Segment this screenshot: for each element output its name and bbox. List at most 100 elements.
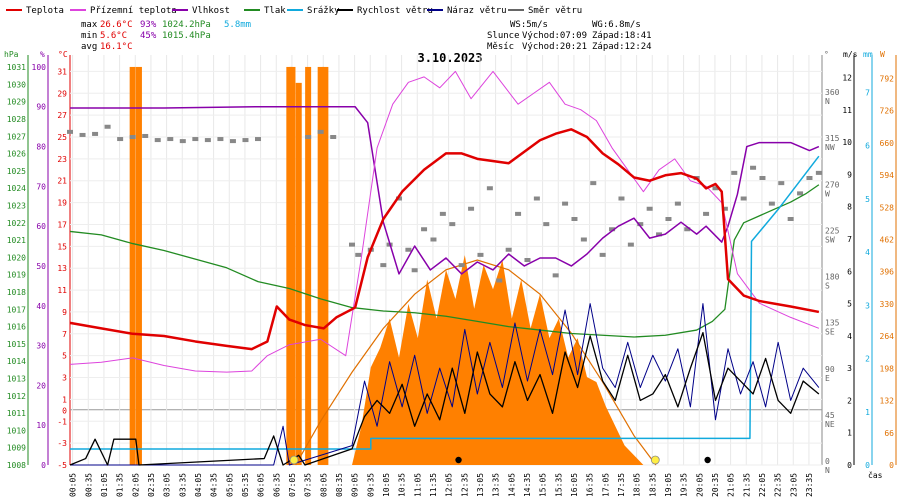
wind-direction-point: [477, 252, 484, 257]
humidity-tick-label: 90: [36, 103, 46, 112]
temp-tick-label: 15: [57, 242, 67, 251]
chart-title: 3.10.2023: [417, 51, 482, 65]
unit-dir: °: [824, 50, 829, 59]
wind-direction-point: [740, 196, 747, 201]
x-tick-label: 19:35: [680, 473, 689, 497]
wind-direction-point: [627, 242, 634, 247]
temp-tick-label: 0: [62, 406, 67, 415]
wind-direction-point: [515, 211, 522, 216]
wind-direction-point: [759, 176, 766, 180]
wind-direction-point: [349, 242, 355, 247]
wind-direction-point: [609, 227, 616, 232]
dir-tick-degrees: 315: [825, 134, 840, 143]
wind-tick-label: 10: [842, 138, 852, 147]
wind-direction-point: [797, 191, 804, 196]
dir-tick-compass: SW: [825, 235, 835, 244]
wind-direction-point: [496, 278, 503, 283]
rain-tick-label: 5: [865, 195, 870, 204]
temp-tick-label: 21: [57, 177, 67, 186]
x-tick-label: 23:35: [805, 473, 814, 497]
rain-tick-label: 0: [865, 461, 870, 470]
solar-tick-label: 198: [880, 364, 895, 373]
pressure-tick-label: 1014: [7, 357, 26, 366]
wind-direction-point: [242, 138, 249, 143]
wind-direction-point: [355, 252, 362, 257]
stat-moon-rise: Východ:20:21: [522, 42, 587, 52]
wind-direction-point: [684, 227, 691, 232]
wind-direction-point: [646, 206, 653, 211]
wind-direction-point: [637, 222, 644, 227]
wind-direction-point: [665, 217, 672, 221]
wind-direction-point: [421, 227, 428, 232]
x-tick-label: 03:05: [163, 473, 172, 497]
dir-tick-degrees: 90: [825, 365, 835, 374]
wind-direction-point: [192, 137, 199, 142]
stat-avg-label: avg: [81, 42, 97, 52]
precipitation-bar: [295, 82, 302, 465]
rain-tick-label: 4: [865, 248, 870, 257]
precipitation-bar: [317, 66, 324, 466]
stats-block: max 26.6°C 93% 1024.2hPa 5.8mm min 5.6°C…: [81, 20, 652, 52]
temp-tick-label: 3: [62, 374, 67, 383]
stat-moon-set: Západ:12:24: [592, 42, 652, 52]
wind-direction-point: [580, 237, 587, 242]
dir-tick-compass: SE: [825, 328, 835, 337]
legend-label-tlak: Tlak: [264, 6, 286, 16]
legend-label-teplota: Teplota: [26, 6, 64, 16]
stat-min-hum: 45%: [140, 31, 157, 41]
wind-direction-point: [543, 222, 550, 227]
x-tick-label: 20:35: [711, 473, 720, 497]
wind-direction-point: [449, 222, 456, 227]
temp-tick-label: 19: [57, 199, 67, 208]
legend-label-smer: Směr větru: [528, 6, 582, 16]
pressure-tick-label: 1018: [7, 288, 26, 297]
wind-direction-point: [562, 201, 569, 206]
dir-tick-degrees: 360: [825, 88, 840, 97]
wind-direction-point: [486, 186, 493, 191]
stat-min-press: 1015.4hPa: [162, 31, 211, 41]
unit-mm: mm: [863, 50, 873, 59]
x-tick-label: 15:05: [539, 473, 548, 497]
x-axis-label: čas: [868, 470, 883, 480]
axis-units: hPa % °C ° m/s mm W: [4, 50, 885, 59]
x-tick-label: 10:05: [382, 473, 391, 497]
solar-radiation-area: [352, 255, 644, 465]
wind-tick-label: 3: [847, 364, 852, 373]
wind-tick-label: 7: [847, 235, 852, 244]
x-tick-label: 23:05: [789, 473, 798, 497]
wind-direction-point: [815, 170, 822, 175]
x-tick-label: 09:05: [351, 473, 360, 497]
pressure-tick-label: 1025: [7, 167, 26, 176]
x-tick-label: 00:05: [69, 473, 78, 497]
pressure-tick-label: 1022: [7, 219, 26, 228]
x-tick-label: 20:05: [695, 473, 704, 497]
temp-tick-label: 25: [57, 133, 67, 142]
axis-ticks: 00:05 00:35 01:05 01:35 02:05 02:35 03:05 03:35…: [7, 63, 894, 497]
x-tick-label: 17:35: [617, 473, 626, 497]
x-tick-label: 03:35: [178, 473, 187, 497]
solar-tick-label: 0: [889, 461, 894, 470]
wind-direction-point: [405, 247, 412, 252]
temp-tick-label: 5: [62, 352, 67, 361]
pressure-tick-label: 1013: [7, 375, 26, 384]
temp-tick-label: 31: [57, 67, 67, 76]
precipitation-bar: [135, 66, 142, 466]
wind-tick-label: 5: [847, 300, 852, 309]
sunrise-marker: [289, 455, 299, 465]
ground-temperature-line: [69, 70, 820, 373]
precipitation-bar: [289, 66, 296, 466]
x-tick-label: 04:35: [210, 473, 219, 497]
temp-tick-label: 13: [57, 264, 67, 273]
temp-tick-label: -5: [57, 461, 67, 470]
pressure-tick-label: 1030: [7, 80, 26, 89]
precipitation-bar: [322, 66, 329, 466]
humidity-tick-label: 40: [36, 302, 46, 311]
wind-tick-label: 12: [842, 74, 852, 83]
x-tick-label: 07:35: [304, 473, 313, 497]
unit-w: W: [880, 50, 885, 59]
humidity-tick-label: 100: [32, 63, 47, 72]
x-tick-label: 02:05: [131, 473, 140, 497]
dir-tick-degrees: 0: [825, 457, 830, 466]
dir-tick-compass: S: [825, 282, 830, 291]
pressure-tick-label: 1031: [7, 63, 26, 72]
